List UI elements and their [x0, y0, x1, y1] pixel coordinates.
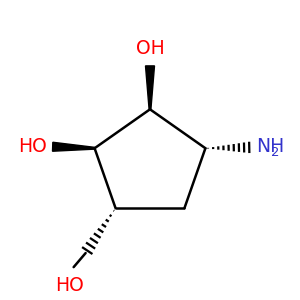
Text: HO: HO — [55, 275, 83, 295]
Polygon shape — [146, 66, 154, 109]
Text: 2: 2 — [271, 146, 280, 159]
Text: OH: OH — [136, 39, 164, 58]
Text: NH: NH — [256, 137, 285, 156]
Text: HO: HO — [18, 137, 47, 156]
Polygon shape — [52, 142, 94, 151]
